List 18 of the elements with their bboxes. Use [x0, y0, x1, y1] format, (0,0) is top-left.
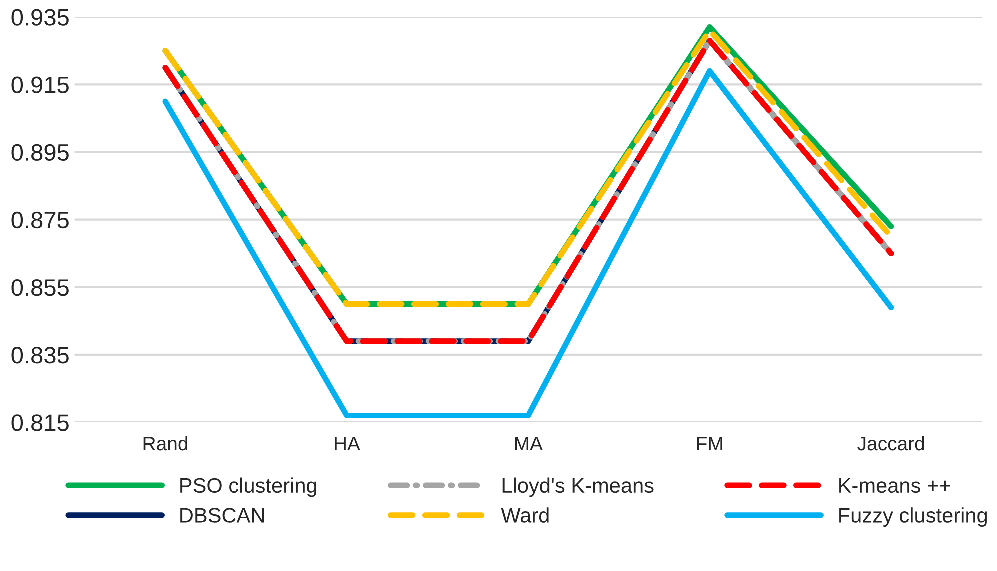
- legend-label: Ward: [501, 508, 549, 523]
- y-tick-label: 0.815: [12, 414, 69, 432]
- y-tick-label: 0.935: [12, 9, 69, 26]
- x-tick-label: MA: [515, 437, 543, 451]
- legend-label: PSO clustering: [180, 478, 316, 498]
- y-tick-label: 0.915: [12, 76, 69, 94]
- x-tick-label: FM: [697, 437, 722, 451]
- y-tick-label: 0.835: [12, 347, 69, 364]
- legend-label: DBSCAN: [180, 508, 264, 523]
- y-tick-label: 0.875: [12, 212, 69, 229]
- legend-label: Lloyd's K-means: [502, 478, 654, 498]
- x-tick-label: HA: [335, 437, 360, 451]
- x-tick-label: Rand: [144, 436, 188, 451]
- legend-label: Fuzzy clustering: [840, 508, 988, 528]
- y-tick-label: 0.855: [12, 279, 69, 296]
- legend-label: K-means ++: [840, 478, 950, 494]
- x-tick-label: Jaccard: [858, 436, 924, 451]
- y-tick-label: 0.895: [12, 144, 69, 162]
